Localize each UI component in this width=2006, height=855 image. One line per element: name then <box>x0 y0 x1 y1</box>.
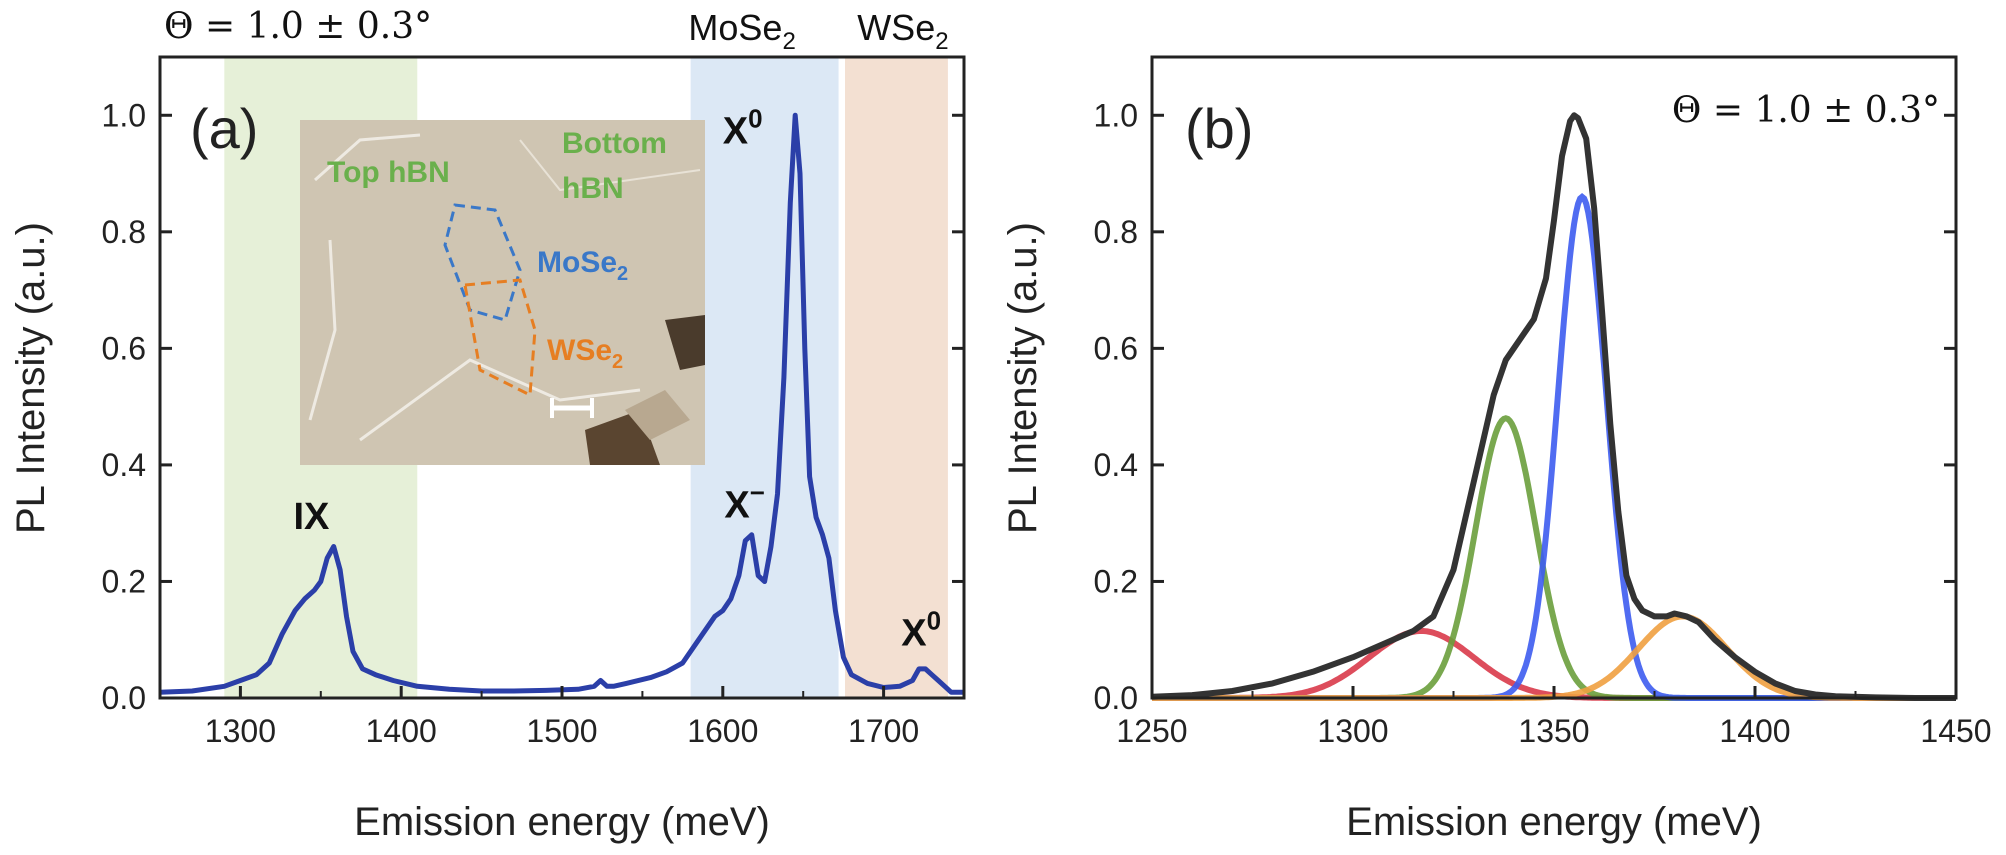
panel-a-y-tick-label: 0.0 <box>102 680 146 716</box>
panel-b-x-tick-label: 1250 <box>1116 713 1187 749</box>
panel-b-y-tick-label: 0.4 <box>1094 447 1138 483</box>
panel-a-x-tick-label: 1500 <box>526 713 597 749</box>
panel-b-frame <box>1150 55 1958 700</box>
panel-a-x-tick-label: 1700 <box>848 713 919 749</box>
highlight-band <box>690 57 839 698</box>
panel-b-y-tick-label: 0.6 <box>1094 330 1138 366</box>
wse2-outline <box>463 278 537 398</box>
inset-label-bottom-hbn-line1: Bottom <box>562 127 667 160</box>
panel-a-y-axis-title: PL Intensity (a.u.) <box>9 222 53 534</box>
panel-a: Top hBN Bottom hBN MoSe2 WSe2 1300 1400 15… <box>9 6 966 844</box>
panel-a-y-tick-label: 0.8 <box>102 214 146 250</box>
inset-dark-crystal <box>665 315 705 370</box>
panel-b-x-tick-label: 1400 <box>1719 713 1790 749</box>
panel-b-theta-label: Θ = 1.0 ± 0.3° <box>1672 90 1940 131</box>
inset-label-bottom-hbn-line2: hBN <box>562 172 624 205</box>
panel-b-x-tick-label: 1300 <box>1317 713 1388 749</box>
inset-flake-edge <box>308 239 337 421</box>
series-line-pl-spectrum <box>159 112 964 695</box>
top-label-mose: MoSe2 <box>688 7 795 55</box>
inset-flake-edge <box>314 133 421 182</box>
panel-b-x-axis-title: Emission energy (meV) <box>1346 800 1762 844</box>
panel-b-y-tick-label: 0.8 <box>1094 214 1138 250</box>
panel-b-y-tick-label: 0.2 <box>1094 563 1138 599</box>
panel-a-theta-label: Θ = 1.0 ± 0.3° <box>164 6 432 47</box>
panel-a-x-tick-label: 1300 <box>205 713 276 749</box>
top-label-wse: WSe2 <box>857 7 948 55</box>
inset-label-mose2: MoSe2 <box>537 246 628 285</box>
panel-a-y-tick-label: 0.2 <box>102 563 146 599</box>
panel-a-label: (a) <box>190 97 258 160</box>
panel-b-y-tick-label: 1.0 <box>1094 97 1138 133</box>
panel-b-label: (b) <box>1185 97 1253 160</box>
panel-a-x-tick-label: 1400 <box>366 713 437 749</box>
panel-a-x-tick-label: 1600 <box>687 713 758 749</box>
panel-a-x-axis-title: Emission energy (meV) <box>354 800 770 844</box>
inset-crystal <box>625 390 690 440</box>
series-line-data <box>1151 112 1956 701</box>
panel-a-y-tick-label: 1.0 <box>102 97 146 133</box>
peak-label-3: X0 <box>901 606 941 655</box>
panel-b-x-tick-label: 1450 <box>1920 713 1991 749</box>
peak-label-2: X0 <box>723 103 763 152</box>
inset-flake-edge <box>359 358 641 442</box>
inset-micrograph: Top hBN Bottom hBN MoSe2 WSe2 <box>300 120 705 465</box>
panel-b-y-tick-label: 0.0 <box>1094 680 1138 716</box>
peak-label-1: X− <box>724 477 765 526</box>
highlight-band <box>845 57 948 698</box>
inset-label-top-hbn: Top hBN <box>327 156 450 189</box>
panel-b: 1250 1300 1350 1400 1450 0.0 0.2 0.4 0.6 0.8 1.0 (… <box>1001 55 1992 844</box>
inset-flake-edge <box>519 139 701 192</box>
peak-label-0: IX <box>293 496 330 538</box>
panel-a-y-tick-label: 0.4 <box>102 447 146 483</box>
mose2-outline <box>443 203 522 322</box>
panel-b-y-axis-title: PL Intensity (a.u.) <box>1001 222 1045 534</box>
panel-b-x-tick-label: 1350 <box>1518 713 1589 749</box>
inset-label-wse2: WSe2 <box>547 334 623 373</box>
panel-a-y-tick-label: 0.6 <box>102 330 146 366</box>
